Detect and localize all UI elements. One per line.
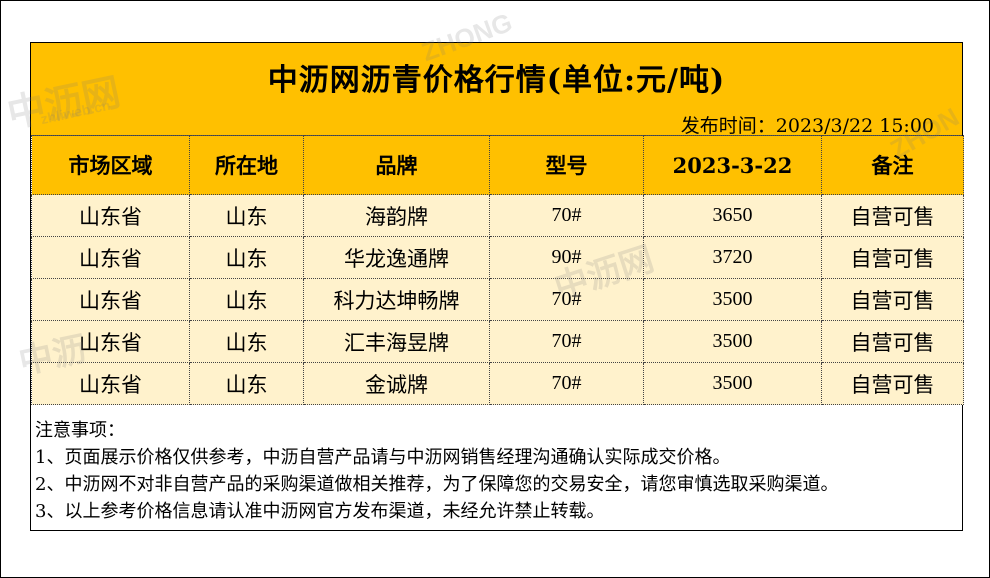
- cell-grade: 70#: [489, 320, 644, 363]
- cell-region: 山东省: [31, 278, 190, 321]
- cell-region: 山东省: [31, 362, 190, 405]
- cell-region: 山东省: [31, 320, 190, 363]
- note-item: 1、页面展示价格仅供参考，中沥自营产品请与中沥网销售经理沟通确认实际成交价格。: [35, 447, 731, 468]
- cell-price: 3500: [643, 278, 822, 321]
- publish-time-value: 2023/3/22 15:00: [775, 115, 934, 137]
- cell-price: 3650: [643, 194, 822, 237]
- cell-brand: 汇丰海昱牌: [303, 320, 490, 363]
- cell-region: 山东省: [31, 236, 190, 279]
- table-row: 山东省 山东 金诚牌 70# 3500 自营可售: [31, 362, 964, 405]
- table-row: 山东省 山东 华龙逸通牌 90# 3720 自营可售: [31, 236, 964, 279]
- cell-brand: 科力达坤畅牌: [303, 278, 490, 321]
- cell-brand: 海韵牌: [303, 194, 490, 237]
- publish-time-label: 发布时间：: [680, 115, 776, 137]
- cell-price: 3500: [643, 320, 822, 363]
- cell-remark: 自营可售: [821, 194, 964, 237]
- notes-heading: 注意事项：: [35, 420, 125, 441]
- cell-location: 山东: [189, 320, 304, 363]
- cell-grade: 70#: [489, 278, 644, 321]
- col-header-location: 所在地: [189, 135, 304, 195]
- cell-price: 3720: [643, 236, 822, 279]
- col-header-date-price: 2023-3-22: [643, 135, 822, 195]
- cell-location: 山东: [189, 362, 304, 405]
- col-header-brand: 品牌: [303, 135, 490, 195]
- cell-region: 山东省: [31, 194, 190, 237]
- cell-brand: 金诚牌: [303, 362, 490, 405]
- publish-time: 发布时间：2023/3/22 15:00: [681, 111, 934, 138]
- cell-location: 山东: [189, 194, 304, 237]
- table-header-row: 市场区域 所在地 品牌 型号 2023-3-22 备注: [31, 135, 964, 195]
- table-row: 山东省 山东 汇丰海昱牌 70# 3500 自营可售: [31, 320, 964, 363]
- note-item: 3、以上参考价格信息请认准中沥网官方发布渠道，未经允许禁止转载。: [35, 501, 605, 522]
- cell-price: 3500: [643, 362, 822, 405]
- table-row: 山东省 山东 科力达坤畅牌 70# 3500 自营可售: [31, 278, 964, 321]
- price-sheet: 中沥网沥青价格行情(单位:元/吨) 发布时间：2023/3/22 15:00 市…: [30, 42, 964, 531]
- cell-brand: 华龙逸通牌: [303, 236, 490, 279]
- cell-remark: 自营可售: [821, 362, 964, 405]
- col-header-region: 市场区域: [31, 135, 190, 195]
- col-header-grade: 型号: [489, 135, 644, 195]
- notes-section: 注意事项： 1、页面展示价格仅供参考，中沥自营产品请与中沥网销售经理沟通确认实际…: [35, 417, 838, 525]
- cell-remark: 自营可售: [821, 278, 964, 321]
- cell-location: 山东: [189, 236, 304, 279]
- cell-remark: 自营可售: [821, 236, 964, 279]
- cell-grade: 70#: [489, 362, 644, 405]
- table-row: 山东省 山东 海韵牌 70# 3650 自营可售: [31, 194, 964, 237]
- cell-location: 山东: [189, 278, 304, 321]
- cell-grade: 70#: [489, 194, 644, 237]
- col-header-remark: 备注: [821, 135, 964, 195]
- title-band: 中沥网沥青价格行情(单位:元/吨) 发布时间：2023/3/22 15:00: [31, 43, 962, 138]
- page-title: 中沥网沥青价格行情(单位:元/吨): [267, 63, 726, 98]
- note-item: 2、中沥网不对非自营产品的采购渠道做相关推荐，为了保障您的交易安全，请您审慎选取…: [35, 474, 839, 495]
- cell-remark: 自营可售: [821, 320, 964, 363]
- price-table: 市场区域 所在地 品牌 型号 2023-3-22 备注 山东省 山东 海韵牌 7…: [31, 135, 964, 405]
- cell-grade: 90#: [489, 236, 644, 279]
